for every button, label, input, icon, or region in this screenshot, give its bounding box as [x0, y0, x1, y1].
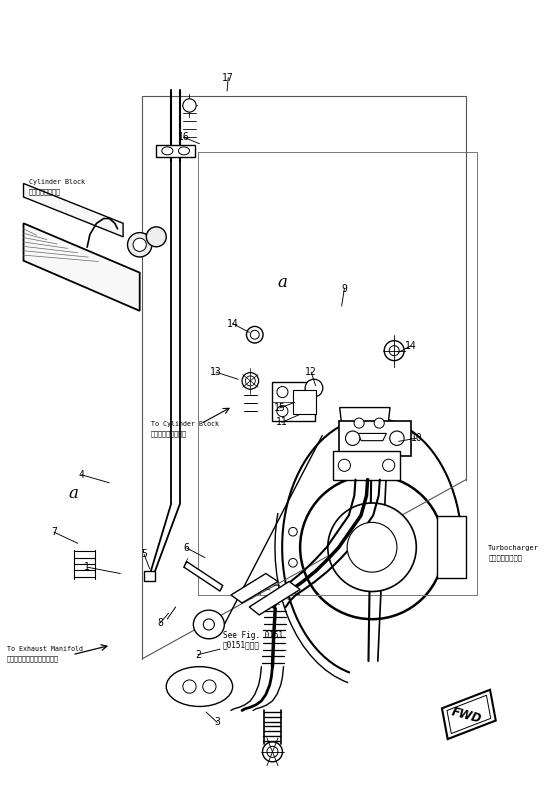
- Circle shape: [347, 522, 397, 572]
- Polygon shape: [156, 146, 195, 158]
- Polygon shape: [249, 582, 300, 615]
- Polygon shape: [272, 382, 315, 422]
- Text: a: a: [277, 274, 287, 290]
- Circle shape: [183, 99, 196, 112]
- Text: 15: 15: [274, 403, 286, 413]
- Text: ターボチャージャ: ターボチャージャ: [488, 554, 522, 561]
- Circle shape: [277, 386, 288, 398]
- Circle shape: [146, 227, 166, 246]
- Circle shape: [390, 431, 404, 446]
- Circle shape: [328, 503, 416, 591]
- Circle shape: [300, 475, 444, 619]
- Text: 3: 3: [214, 718, 220, 727]
- Text: 10: 10: [410, 434, 422, 443]
- Polygon shape: [231, 574, 278, 603]
- Text: 14: 14: [405, 341, 416, 351]
- Text: エキゾーストマニホールドへ: エキゾーストマニホールドへ: [7, 655, 59, 662]
- Text: 16: 16: [178, 132, 190, 142]
- Text: シリンダブロックへ: シリンダブロックへ: [151, 430, 187, 437]
- Polygon shape: [339, 421, 411, 456]
- Polygon shape: [23, 223, 140, 311]
- Text: 9: 9: [341, 283, 348, 294]
- Circle shape: [374, 418, 384, 428]
- Circle shape: [250, 330, 259, 339]
- Circle shape: [289, 558, 297, 567]
- Text: 5: 5: [141, 550, 147, 559]
- Text: To Cylinder Block: To Cylinder Block: [151, 421, 219, 427]
- Polygon shape: [334, 451, 400, 480]
- Polygon shape: [23, 183, 123, 237]
- Circle shape: [203, 680, 216, 693]
- Circle shape: [338, 459, 350, 471]
- Circle shape: [383, 459, 395, 471]
- Text: FWD: FWD: [450, 705, 483, 726]
- Text: 13: 13: [210, 367, 222, 377]
- Text: シリンダブロック: シリンダブロック: [29, 188, 61, 194]
- Polygon shape: [358, 434, 386, 441]
- Circle shape: [267, 746, 278, 758]
- Text: 1: 1: [84, 562, 90, 572]
- Circle shape: [354, 418, 364, 428]
- Polygon shape: [340, 407, 390, 438]
- Circle shape: [389, 346, 399, 356]
- Text: 8: 8: [157, 618, 163, 628]
- Polygon shape: [144, 571, 155, 582]
- Ellipse shape: [162, 147, 173, 155]
- Polygon shape: [437, 516, 465, 578]
- Circle shape: [133, 238, 146, 251]
- Text: To Exhaust Manifold: To Exhaust Manifold: [7, 646, 83, 652]
- Text: 6: 6: [184, 543, 190, 553]
- Text: 2: 2: [195, 650, 201, 660]
- Circle shape: [246, 326, 263, 343]
- Circle shape: [262, 742, 282, 762]
- Circle shape: [242, 373, 259, 389]
- Text: 17: 17: [222, 73, 234, 82]
- Circle shape: [277, 406, 288, 417]
- Ellipse shape: [193, 610, 224, 639]
- Circle shape: [384, 341, 404, 361]
- Ellipse shape: [178, 147, 190, 155]
- Circle shape: [289, 527, 297, 536]
- Polygon shape: [447, 695, 491, 734]
- Circle shape: [203, 619, 215, 630]
- Circle shape: [183, 680, 196, 693]
- Text: Turbocharger: Turbocharger: [488, 545, 539, 551]
- Text: 第0151図参照: 第0151図参照: [222, 641, 260, 650]
- Text: 14: 14: [227, 318, 239, 329]
- Text: 7: 7: [51, 527, 57, 537]
- Polygon shape: [184, 562, 222, 591]
- Circle shape: [127, 233, 152, 257]
- Polygon shape: [294, 390, 316, 414]
- Circle shape: [245, 376, 255, 386]
- Text: a: a: [68, 486, 78, 502]
- Text: 4: 4: [78, 470, 85, 480]
- Text: 12: 12: [305, 367, 317, 377]
- Text: See Fig. 0151: See Fig. 0151: [222, 631, 283, 640]
- Circle shape: [345, 431, 360, 446]
- Circle shape: [305, 379, 323, 397]
- Text: Cylinder Block: Cylinder Block: [29, 179, 85, 185]
- Text: 11: 11: [276, 418, 288, 427]
- Polygon shape: [442, 690, 496, 739]
- Ellipse shape: [166, 666, 232, 706]
